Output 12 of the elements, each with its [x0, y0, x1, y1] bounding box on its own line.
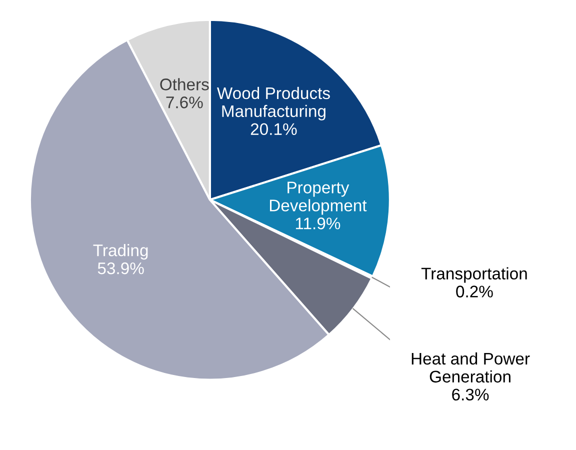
data-label: 6.3% — [452, 388, 489, 401]
data-label: 20.1% — [250, 123, 297, 136]
data-label: 11.9% — [296, 218, 340, 230]
data-label: 53.9% — [98, 262, 144, 274]
slice-label: Transportation — [421, 267, 527, 283]
slice-label: Property Development — [270, 182, 367, 215]
data-label: 7.6% — [166, 96, 203, 108]
slice-label: Trading — [93, 244, 148, 260]
slice-label: Wood Products Manufacturing — [216, 86, 330, 120]
slice-label: Heat and Power Generation — [412, 352, 530, 383]
slice-label: Others — [160, 78, 209, 90]
data-label: 0.2% — [456, 286, 493, 298]
